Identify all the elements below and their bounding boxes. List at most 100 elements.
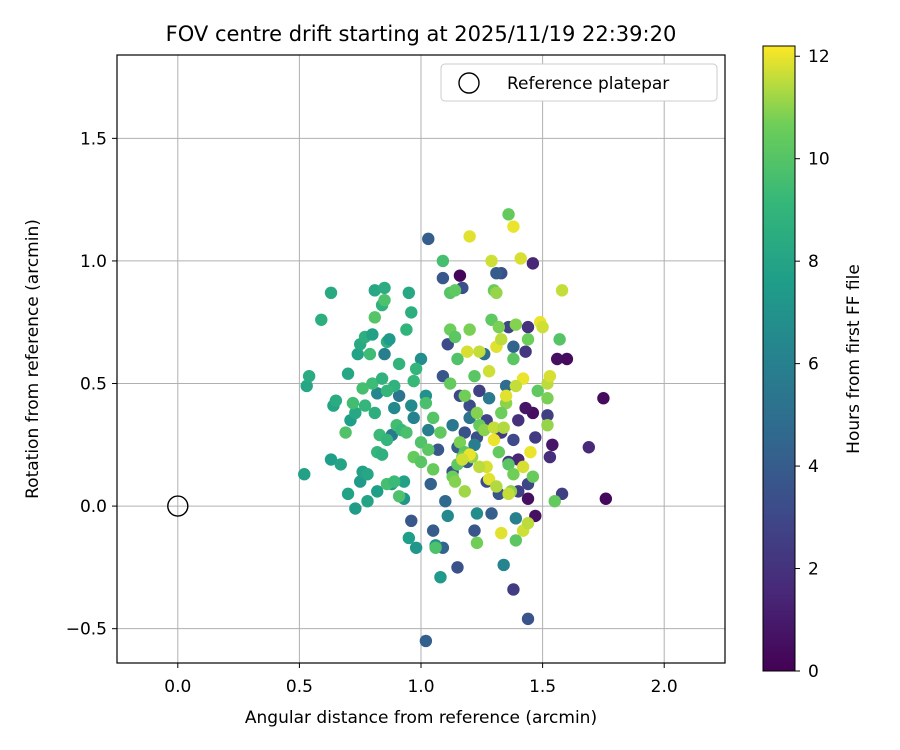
data-point — [490, 266, 503, 280]
data-point — [329, 394, 343, 407]
y-tick-label: 1.5 — [80, 129, 107, 149]
data-point — [478, 423, 491, 437]
data-point — [346, 396, 360, 410]
data-point — [463, 323, 476, 336]
data-point — [458, 389, 471, 402]
data-point — [531, 384, 544, 398]
data-point — [519, 345, 532, 358]
data-point — [419, 396, 433, 410]
data-point — [368, 406, 381, 420]
data-point — [502, 208, 515, 221]
data-point — [392, 490, 406, 503]
colorbar — [762, 45, 796, 672]
data-point — [361, 468, 374, 481]
y-axis-label: Rotation from reference (arcmin) — [23, 219, 43, 499]
data-point — [495, 526, 508, 540]
data-point — [509, 534, 523, 547]
data-point — [502, 487, 515, 501]
data-point — [507, 583, 520, 596]
data-point — [550, 352, 564, 366]
legend: Reference platepar — [440, 63, 718, 102]
data-point — [419, 634, 433, 648]
y-tick-label: 1.0 — [80, 252, 107, 272]
data-point — [453, 436, 467, 449]
data-point — [492, 320, 506, 334]
data-point — [375, 372, 389, 385]
data-point — [473, 384, 486, 398]
data-point — [529, 431, 542, 444]
y-tick-label: 0.5 — [80, 375, 107, 395]
data-point — [422, 443, 435, 456]
colorbar-tick-label: 10 — [808, 150, 830, 170]
colorbar-tick-label: 6 — [808, 355, 819, 375]
data-point — [334, 458, 347, 471]
data-point — [456, 453, 469, 466]
data-point — [521, 492, 535, 505]
data-point — [509, 379, 523, 393]
data-point — [366, 328, 379, 341]
x-axis-ticks: 0.0 0.5 1.0 1.5 2.0 — [164, 663, 678, 697]
data-point — [422, 232, 435, 246]
data-point — [597, 392, 610, 405]
data-point — [426, 524, 440, 537]
data-point — [509, 318, 523, 331]
colorbar-tick-label: 0 — [808, 662, 819, 682]
y-tick-label: −0.5 — [66, 620, 107, 640]
data-point — [407, 411, 420, 425]
data-point — [443, 377, 457, 390]
data-point — [383, 333, 396, 346]
x-axis-label: Angular distance from reference (arcmin) — [245, 708, 597, 728]
legend-label: Reference platepar — [507, 74, 669, 94]
data-point — [315, 313, 328, 326]
data-point — [358, 399, 372, 412]
data-point — [514, 252, 527, 265]
data-point — [499, 389, 513, 402]
data-point — [414, 455, 428, 469]
data-point — [402, 286, 416, 300]
data-point — [548, 494, 561, 508]
data-point — [341, 367, 355, 380]
data-point — [426, 463, 440, 476]
data-point — [368, 284, 381, 297]
data-point — [300, 379, 313, 393]
data-point — [495, 406, 508, 420]
data-point — [536, 320, 549, 334]
data-point — [553, 333, 566, 346]
colorbar-tick-label: 2 — [808, 560, 819, 580]
data-point — [497, 421, 510, 434]
data-point — [405, 514, 418, 528]
data-point — [541, 418, 554, 432]
data-point — [526, 257, 540, 270]
data-point — [507, 352, 520, 366]
data-point — [509, 512, 523, 525]
reference-platepar-marker — [167, 495, 189, 517]
data-point — [405, 306, 418, 319]
data-point — [543, 369, 557, 383]
data-point — [463, 230, 476, 243]
data-point — [400, 323, 413, 336]
data-point — [434, 570, 447, 584]
data-point — [482, 392, 496, 405]
data-point — [495, 333, 508, 346]
data-point — [405, 399, 418, 412]
data-point — [380, 384, 394, 398]
data-point — [473, 460, 486, 474]
colorbar-tick-label: 12 — [808, 47, 830, 67]
data-point — [451, 352, 464, 366]
data-point — [371, 485, 384, 498]
colorbar-ticks: 0 2 4 6 8 10 12 — [795, 47, 830, 682]
data-point — [349, 502, 362, 515]
data-point — [507, 340, 520, 353]
data-point — [388, 401, 401, 415]
data-point — [599, 492, 613, 505]
data-point — [468, 369, 481, 383]
data-point — [521, 333, 535, 346]
colorbar-tick-label: 4 — [808, 457, 819, 477]
data-point — [339, 426, 352, 439]
data-point — [439, 494, 452, 508]
data-point — [485, 254, 498, 268]
legend-reference-marker — [458, 72, 480, 94]
x-tick-label: 0.0 — [164, 677, 191, 697]
data-point — [541, 409, 554, 422]
data-point — [392, 389, 406, 402]
